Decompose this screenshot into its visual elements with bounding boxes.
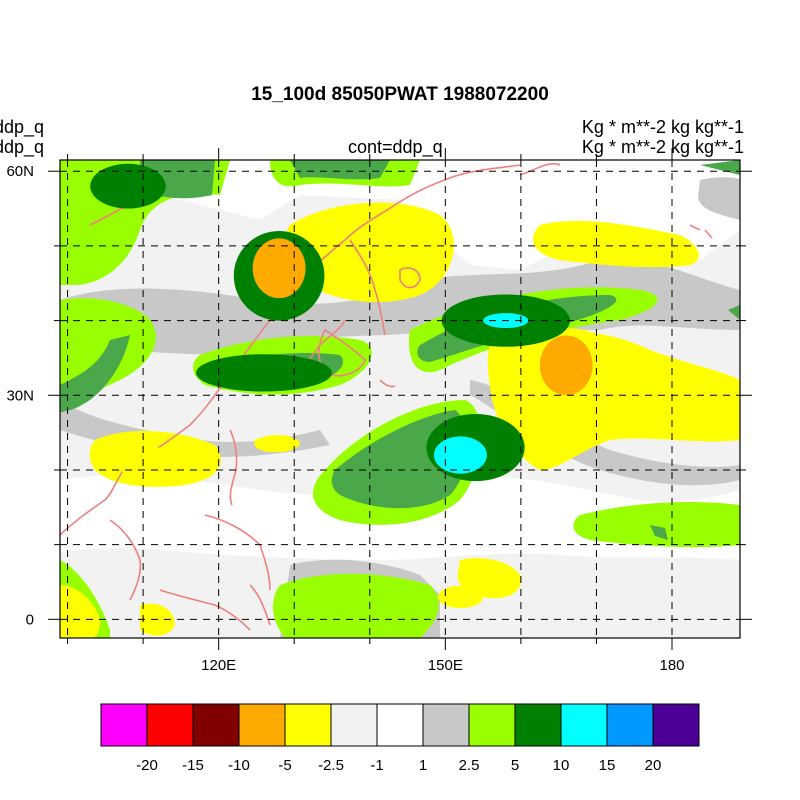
colorbar-swatch — [238, 703, 286, 747]
field-background — [60, 160, 740, 638]
anomaly-cell-11 — [437, 585, 484, 609]
x-tick-label: 150E — [428, 657, 463, 674]
anomaly-cell-8 — [196, 354, 332, 392]
colorbar-level-label: 10 — [553, 757, 570, 774]
colorbar-swatch — [514, 703, 562, 747]
center-subtitle: cont=ddp_q — [348, 137, 443, 157]
grid-lines — [60, 160, 740, 638]
colorbar-swatch — [330, 703, 378, 747]
colorbar-level-label: 5 — [511, 757, 519, 774]
chart-title: 15_100d 85050PWAT 1988072200 — [251, 84, 549, 105]
colorbar-swatch — [560, 703, 608, 747]
colorbar-level-label: 20 — [645, 757, 662, 774]
anomaly-cell-5 — [434, 436, 487, 474]
colorbar-level-label: 15 — [599, 757, 616, 774]
anomaly-cell-10 — [112, 447, 204, 478]
left-label-1: ddp_q — [0, 117, 45, 137]
colorbar-level-label: -20 — [136, 757, 158, 774]
units-label-1: Kg * m**-2 kg kg**-1 — [581, 117, 744, 137]
colorbar-swatch — [100, 703, 148, 747]
colorbar-swatch — [192, 703, 240, 747]
colorbar-swatch — [422, 703, 470, 747]
colorbar-level-label: -2.5 — [318, 757, 344, 774]
units-label-2: Kg * m**-2 kg kg**-1 — [581, 137, 744, 157]
colorbar-swatch — [606, 703, 654, 747]
y-tick-label: 30N — [6, 387, 34, 404]
plot-frame — [59, 159, 741, 639]
colorbar-level-label: 1 — [419, 757, 427, 774]
colorbar-level-label: -5 — [278, 757, 291, 774]
left-label-2: ddp_q — [0, 137, 45, 157]
color-legend: -20 -15 -10 -5 -2.5 -1 1 2.5 5 10 15 20 — [100, 703, 700, 774]
y-tick-label: 0 — [26, 611, 34, 628]
x-tick-label: 120E — [201, 657, 236, 674]
colorbar-swatch — [652, 703, 700, 747]
anomaly-cell-12 — [60, 596, 83, 627]
anomaly-regions — [60, 163, 627, 627]
colorbar-level-label: -10 — [228, 757, 250, 774]
anomaly-cell-3 — [539, 335, 593, 396]
colorbar-swatch — [468, 703, 516, 747]
axis-ticks: 120E 150E 180 0 30N 60N — [6, 148, 752, 674]
y-tick-label: 60N — [6, 163, 34, 180]
anomaly-cell-1 — [252, 238, 306, 299]
anomaly-cell-9 — [90, 163, 166, 209]
colorbar-swatch — [146, 703, 194, 747]
colorbar-swatch — [376, 703, 424, 747]
colorbar-level-label: -15 — [182, 757, 204, 774]
colorbar-level-label: 2.5 — [459, 757, 480, 774]
colorbar-level-label: -1 — [370, 757, 383, 774]
x-tick-label: 180 — [659, 657, 684, 674]
colorbar-swatch — [284, 703, 332, 747]
